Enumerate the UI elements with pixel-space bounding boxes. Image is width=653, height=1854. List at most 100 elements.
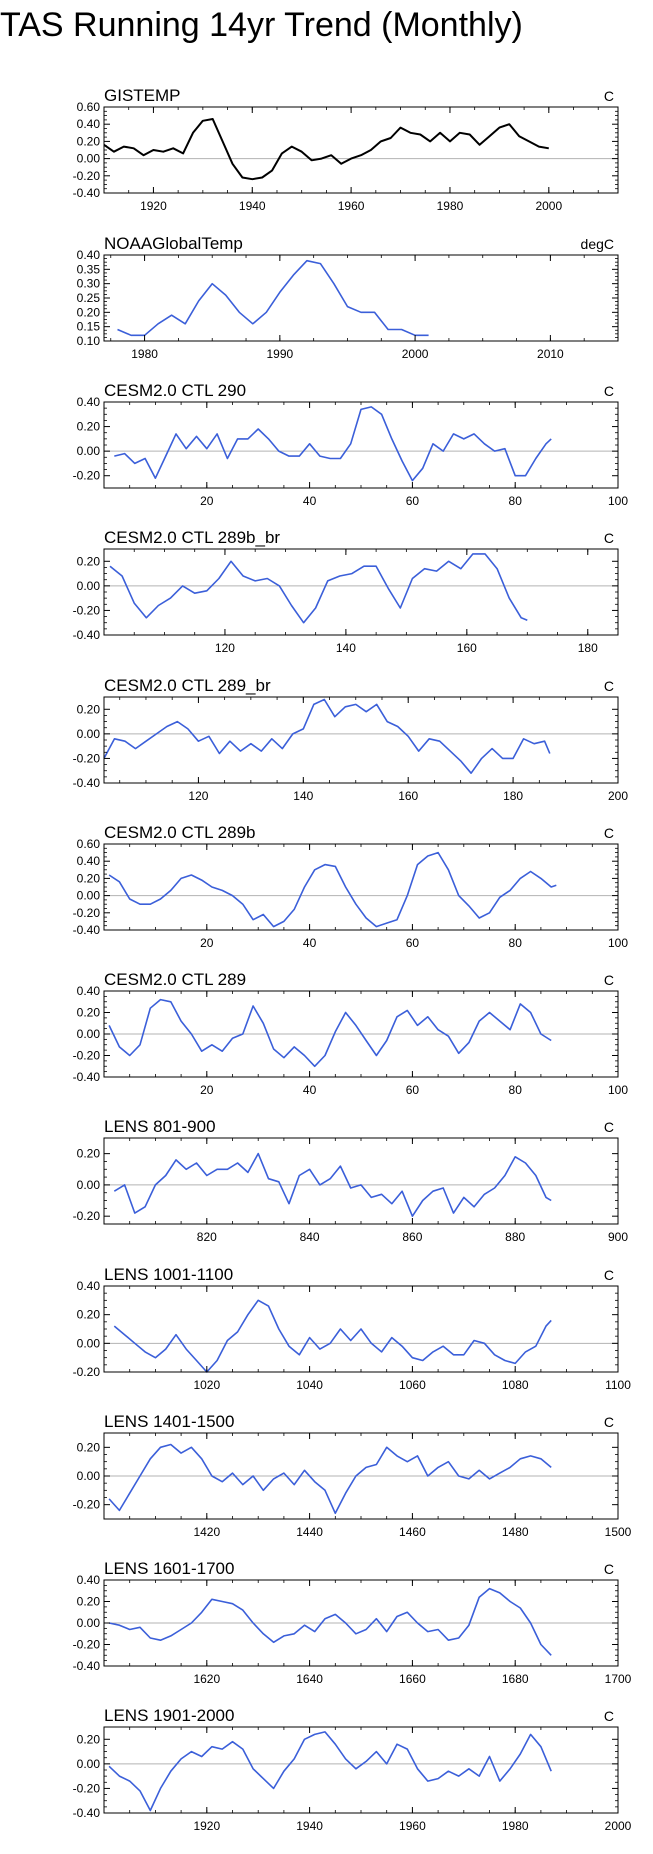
x-tick-label: 80: [509, 1083, 523, 1097]
chart-title: CESM2.0 CTL 290: [104, 381, 246, 400]
y-tick-label: 0.20: [77, 1440, 101, 1454]
unit-label: degC: [581, 236, 614, 252]
y-tick-label: -0.20: [73, 1365, 101, 1379]
page-title: TAS Running 14yr Trend (Monthly): [0, 6, 523, 44]
plot-frame: [103, 843, 619, 931]
y-tick-label: 0.40: [77, 984, 101, 998]
x-tick-label: 1700: [605, 1672, 632, 1686]
y-tick-label: -0.20: [73, 751, 101, 765]
y-tick-label: 0.30: [77, 277, 101, 291]
series-line: [108, 1587, 552, 1656]
x-tick-label: 160: [457, 641, 477, 655]
unit-label: C: [604, 88, 614, 104]
x-tick-label: 2000: [605, 1819, 632, 1833]
chart-title: CESM2.0 CTL 289: [104, 970, 246, 989]
series-line: [103, 118, 549, 181]
x-tick-label: 1960: [399, 1819, 426, 1833]
plot-frame: [103, 1726, 619, 1814]
unit-label: C: [604, 1561, 614, 1577]
x-tick-label: 80: [509, 936, 523, 950]
y-tick-label: 0.15: [77, 320, 101, 334]
y-tick-label: 0.20: [77, 871, 101, 885]
chart-panel-3: CESM2.0 CTL 290 C -0.20 0.00 0.20 0.40 20 40 60 8…: [73, 381, 629, 508]
plot-frame: [103, 548, 619, 636]
x-tick-label: 100: [608, 494, 628, 508]
y-tick-label: 0.00: [77, 1336, 101, 1350]
chart-title: LENS 1401-1500: [104, 1412, 234, 1431]
x-tick-label: 140: [293, 789, 313, 803]
x-tick-label: 2010: [537, 347, 564, 361]
y-tick-label: 0.40: [77, 1279, 101, 1293]
x-tick-label: 1920: [140, 199, 167, 213]
series-line: [108, 851, 557, 928]
x-tick-label: 80: [509, 494, 523, 508]
chart-title: CESM2.0 CTL 289b_br: [104, 528, 280, 547]
x-tick-label: 200: [608, 789, 628, 803]
x-tick-label: 1660: [399, 1672, 426, 1686]
x-tick-label: 1990: [266, 347, 293, 361]
plot-frame: [103, 254, 619, 342]
x-tick-label: 1440: [296, 1525, 323, 1539]
series-line: [103, 698, 551, 775]
y-tick-label: 0.20: [77, 554, 101, 568]
y-tick-label: 0.35: [77, 262, 101, 276]
x-tick-label: 1920: [193, 1819, 220, 1833]
x-tick-label: 900: [608, 1230, 628, 1244]
chart-panel-8: LENS 801-900 C -0.20 0.00 0.20 820 840 860 880 90…: [73, 1117, 629, 1244]
y-tick-label: 0.40: [77, 1573, 101, 1587]
chart-panel-2: NOAAGlobalTemp degC0.100.150.200.250.300.…: [77, 234, 619, 361]
y-tick-label: -0.20: [73, 1209, 101, 1223]
chart-title: LENS 801-900: [104, 1117, 216, 1136]
y-tick-label: 0.20: [77, 1595, 101, 1609]
x-tick-label: 60: [406, 494, 420, 508]
unit-label: C: [604, 678, 614, 694]
y-tick-label: -0.20: [73, 169, 101, 183]
y-tick-label: -0.40: [73, 1806, 101, 1820]
x-tick-label: 40: [303, 1083, 317, 1097]
y-tick-label: 0.60: [77, 837, 101, 851]
plot-frame: [103, 1137, 619, 1225]
series-line: [117, 259, 429, 337]
y-tick-label: 0.20: [77, 134, 101, 148]
chart-title: CESM2.0 CTL 289_br: [104, 676, 271, 695]
chart-title: LENS 1901-2000: [104, 1706, 234, 1725]
x-tick-label: 1940: [239, 199, 266, 213]
y-tick-label: -0.20: [73, 469, 101, 483]
unit-label: C: [604, 972, 614, 988]
unit-label: C: [604, 530, 614, 546]
y-tick-label: -0.40: [73, 1070, 101, 1084]
y-tick-label: 0.60: [77, 100, 101, 114]
unit-label: C: [604, 1267, 614, 1283]
plot-frame: [103, 106, 619, 194]
y-tick-label: 0.00: [77, 579, 101, 593]
y-tick-label: -0.20: [73, 1781, 101, 1795]
y-tick-label: -0.20: [73, 1049, 101, 1063]
x-tick-label: 140: [336, 641, 356, 655]
unit-label: C: [604, 1119, 614, 1135]
y-tick-label: 0.00: [77, 152, 101, 166]
y-tick-label: 0.00: [77, 1616, 101, 1630]
x-tick-label: 20: [200, 1083, 214, 1097]
y-tick-label: 0.40: [77, 248, 101, 262]
chart-panel-12: LENS 1901-2000 C -0.40 -0.20 0.00 0.20 1920 194…: [73, 1706, 632, 1833]
x-tick-label: 1940: [296, 1819, 323, 1833]
x-tick-label: 1080: [502, 1378, 529, 1392]
y-tick-label: -0.40: [73, 1659, 101, 1673]
x-tick-label: 120: [215, 641, 235, 655]
x-tick-label: 880: [505, 1230, 525, 1244]
chart-panel-7: CESM2.0 CTL 289 C -0.40 -0.20 0.00 0.20 0.40 20…: [73, 970, 629, 1097]
x-tick-label: 60: [406, 1083, 420, 1097]
y-tick-label: 0.40: [77, 854, 101, 868]
x-tick-label: 1040: [296, 1378, 323, 1392]
x-tick-label: 40: [303, 494, 317, 508]
x-tick-label: 2000: [402, 347, 429, 361]
y-tick-label: -0.40: [73, 628, 101, 642]
series-line: [108, 1443, 552, 1515]
y-tick-label: 0.25: [77, 291, 101, 305]
y-tick-label: 0.20: [77, 1732, 101, 1746]
x-tick-label: 160: [398, 789, 418, 803]
series-line: [114, 406, 552, 482]
chart-title: LENS 1601-1700: [104, 1559, 234, 1578]
x-tick-label: 100: [608, 1083, 628, 1097]
chart-panel-9: LENS 1001-1100 C -0.20 0.00 0.20 0.40 1020 1040…: [73, 1265, 632, 1392]
